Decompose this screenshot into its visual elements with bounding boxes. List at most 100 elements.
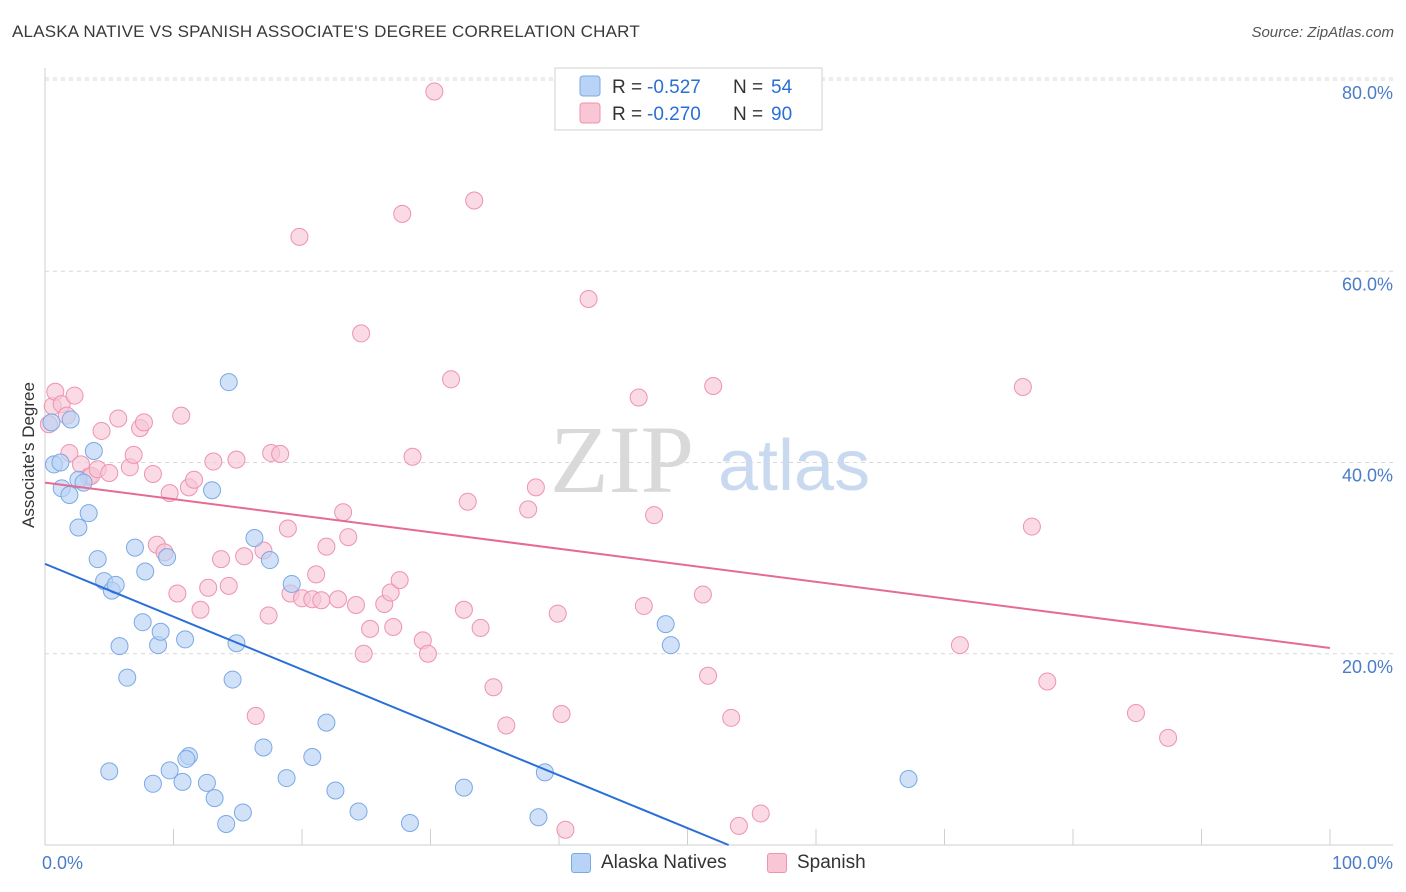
spanish-point — [204, 452, 223, 471]
bottom-legend: Alaska Natives Spanish — [0, 850, 1406, 880]
axis-layer: 20.0% 40.0% 60.0% 80.0% 0.0% 100.0% — [42, 68, 1393, 873]
spanish-point — [699, 666, 718, 685]
spanish-point — [134, 413, 153, 432]
alaska-native-point — [233, 803, 252, 822]
alaska-native-point — [151, 622, 170, 641]
spanish-point — [556, 820, 575, 839]
legend-r-value-spanish: -0.270 — [647, 104, 701, 125]
legend-swatch-alaska — [579, 75, 601, 97]
legend-item-alaska-natives[interactable]: Alaska Natives — [571, 852, 727, 874]
legend-swatch-spanish — [579, 102, 601, 124]
alaska-native-point — [125, 538, 144, 557]
spanish-point — [278, 519, 297, 538]
alaska-native-point — [133, 613, 152, 632]
spanish-point — [1159, 728, 1178, 747]
spanish-point — [418, 644, 437, 663]
chart-source: Source: ZipAtlas.com — [1251, 24, 1394, 41]
legend-r-label-spanish: R = — [612, 104, 642, 125]
x-tick-label-min: 0.0% — [42, 853, 83, 873]
spanish-point — [290, 227, 309, 246]
spanish-point — [722, 708, 741, 727]
spanish-point — [334, 503, 353, 522]
spanish-point — [1038, 672, 1057, 691]
legend-r-value-alaska: -0.527 — [647, 77, 701, 98]
alaska-native-point — [79, 504, 98, 523]
alaska-native-point — [69, 518, 88, 537]
alaska-native-point — [88, 550, 107, 569]
y-axis-label: Associate's Degree — [19, 382, 38, 528]
trend-layer — [44, 481, 1331, 846]
alaska-native-point — [260, 551, 279, 570]
alaska-native-point — [176, 630, 195, 649]
alaska-native-point — [84, 442, 103, 461]
spanish-point — [212, 550, 231, 569]
y-tick-label: 20.0% — [1342, 657, 1393, 677]
spanish-point — [354, 644, 373, 663]
spanish-point — [384, 617, 403, 636]
spanish-trend-line — [44, 481, 1331, 650]
watermark-zip: ZIP — [550, 406, 694, 513]
spanish-point — [704, 377, 723, 395]
y-tick-label: 80.0% — [1342, 83, 1393, 103]
spanish-point — [172, 406, 191, 425]
alaska-native-point — [529, 808, 548, 827]
alaska-native-point — [217, 814, 236, 833]
spanish-point — [109, 409, 128, 428]
alaska-native-point — [223, 670, 242, 689]
spanish-point — [393, 204, 412, 223]
spanish-point — [729, 816, 748, 835]
spanish-point — [381, 583, 400, 602]
spanish-point — [100, 464, 119, 483]
spanish-point — [307, 565, 326, 584]
chart-title: ALASKA NATIVE VS SPANISH ASSOCIATE'S DEG… — [12, 22, 640, 41]
legend-n-value-alaska: 54 — [771, 77, 793, 98]
spanish-point — [579, 289, 598, 308]
watermark: ZIP atlas — [550, 406, 870, 513]
spanish-point — [519, 500, 538, 519]
alaska-native-point — [245, 529, 264, 548]
spanish-point — [950, 636, 969, 655]
alaska-native-trend-line — [44, 562, 730, 846]
alaska-native-point — [203, 481, 222, 500]
alaska-native-point — [656, 615, 675, 634]
legend-swatch-spanish-bottom — [767, 853, 787, 873]
grid-layer — [45, 77, 1393, 655]
spanish-point — [552, 704, 571, 723]
legend-n-value-spanish: 90 — [771, 104, 792, 125]
alaska-native-point — [254, 738, 273, 757]
spanish-point — [191, 600, 210, 619]
spanish-point — [328, 590, 347, 609]
alaska-native-point — [42, 413, 61, 432]
alaska-native-point — [61, 410, 80, 429]
spanish-point — [1126, 704, 1145, 723]
spanish-point — [317, 537, 336, 556]
alaska-native-point — [100, 762, 119, 781]
stats-legend: R = -0.527 N = 54 R = -0.270 N = 90 — [554, 67, 823, 131]
spanish-point — [471, 618, 490, 637]
spanish-point — [497, 716, 516, 735]
alaska-native-point — [303, 748, 322, 767]
alaska-native-point — [160, 761, 179, 780]
alaska-native-point — [110, 637, 129, 656]
spanish-point — [425, 82, 444, 101]
spanish-point — [235, 547, 254, 566]
legend-n-label-spanish: N = — [733, 104, 763, 125]
spanish-point — [259, 606, 278, 625]
legend-item-spanish[interactable]: Spanish — [767, 852, 866, 874]
watermark-atlas: atlas — [718, 426, 870, 506]
spanish-point — [454, 600, 473, 619]
spanish-point — [346, 595, 365, 614]
spanish-point — [442, 370, 461, 389]
alaska-native-point — [317, 713, 336, 732]
alaska-native-point — [118, 668, 137, 687]
spanish-point — [751, 804, 770, 823]
alaska-native-point — [51, 453, 70, 472]
spanish-point — [227, 450, 246, 469]
spanish-point — [65, 386, 84, 405]
spanish-point — [246, 706, 265, 725]
legend-label-alaska-natives: Alaska Natives — [601, 852, 727, 873]
spanish-point — [143, 464, 162, 483]
spanish-point — [645, 506, 664, 525]
spanish-point — [352, 324, 371, 343]
